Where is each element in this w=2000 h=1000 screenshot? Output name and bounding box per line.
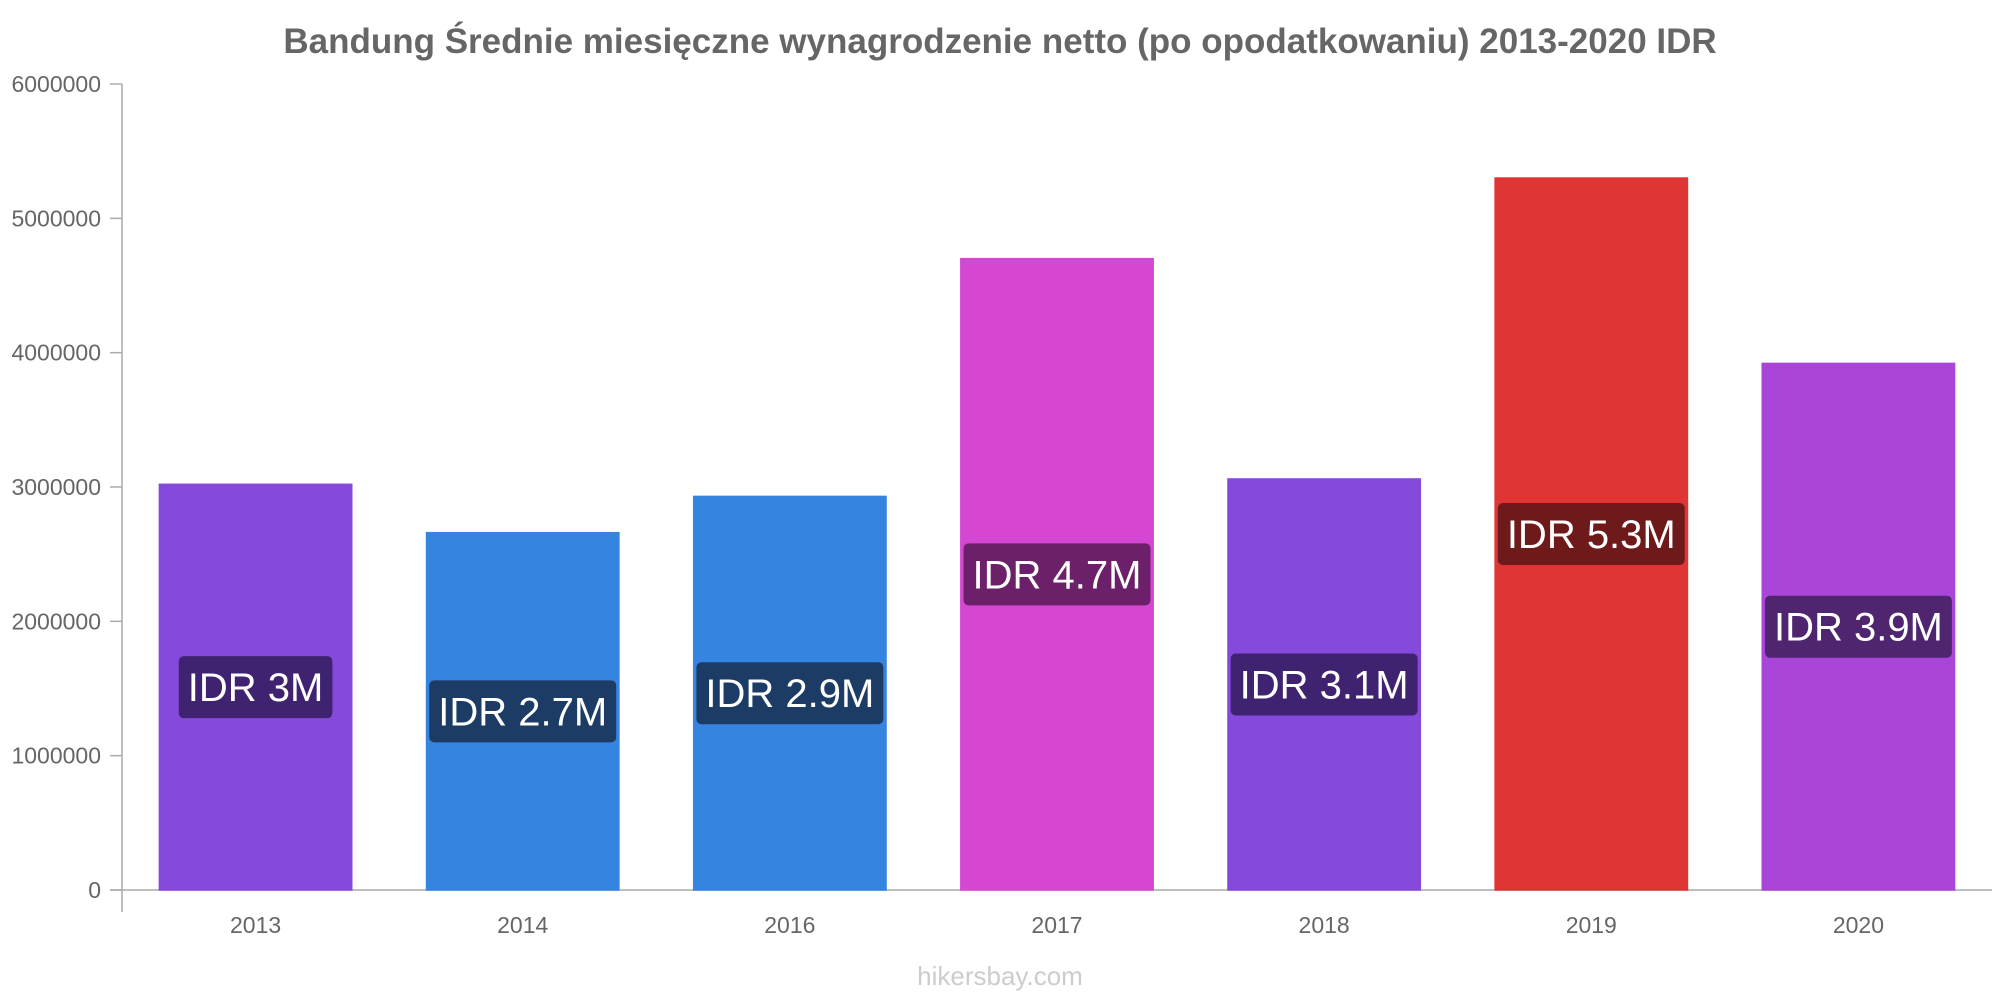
data-labels: IDR 3M IDR 2.7M IDR 2.9M IDR 4.7M IDR 3.1M ID…: [178, 503, 1952, 743]
data-label-background: [1764, 595, 1952, 658]
data-label-background: [696, 662, 884, 725]
data-label-text: IDR 3.9M: [1774, 606, 1943, 650]
data-label: IDR 2.9M: [696, 662, 884, 725]
data-label-text: IDR 3M: [188, 666, 324, 710]
data-label: IDR 2.7M: [429, 680, 617, 743]
y-tick-label: 6000000: [11, 71, 101, 97]
data-label: IDR 4.7M: [963, 543, 1151, 606]
y-tick-label: 2000000: [11, 608, 101, 634]
x-tick-label: 2014: [497, 912, 548, 938]
data-label: IDR 3M: [178, 656, 333, 719]
data-label-background: [963, 543, 1151, 606]
x-tick-label: 2016: [764, 912, 815, 938]
chart-title: Bandung Średnie miesięczne wynagrodzenie…: [283, 21, 1716, 61]
x-tick-label: 2018: [1299, 912, 1350, 938]
y-tick-label: 5000000: [11, 205, 101, 231]
y-tick-label: 1000000: [11, 743, 101, 769]
x-tick-label: 2019: [1566, 912, 1617, 938]
y-tick-label: 3000000: [11, 474, 101, 500]
data-label-text: IDR 5.3M: [1507, 513, 1676, 557]
bars: [158, 177, 1956, 891]
axes: 0 1000000 2000000 3000000 4000000 5000000 6000…: [11, 71, 1992, 938]
x-tick-label: 2013: [230, 912, 281, 938]
x-tick-label: 2017: [1031, 912, 1082, 938]
y-tick-label: 0: [88, 877, 101, 903]
data-label-background: [1497, 503, 1685, 566]
data-label-background: [429, 680, 617, 743]
watermark: hikersbay.com: [917, 961, 1083, 991]
data-label-text: IDR 2.9M: [705, 672, 874, 716]
data-label: IDR 5.3M: [1497, 503, 1685, 566]
data-label-background: [1230, 653, 1418, 716]
data-label-background: [178, 656, 333, 719]
data-label: IDR 3.9M: [1764, 595, 1952, 658]
data-label: IDR 3.1M: [1230, 653, 1418, 716]
x-tick-label: 2020: [1833, 912, 1884, 938]
y-tick-label: 4000000: [11, 340, 101, 366]
data-label-text: IDR 3.1M: [1240, 663, 1409, 707]
data-label-text: IDR 4.7M: [973, 553, 1142, 597]
data-label-text: IDR 2.7M: [438, 690, 607, 734]
